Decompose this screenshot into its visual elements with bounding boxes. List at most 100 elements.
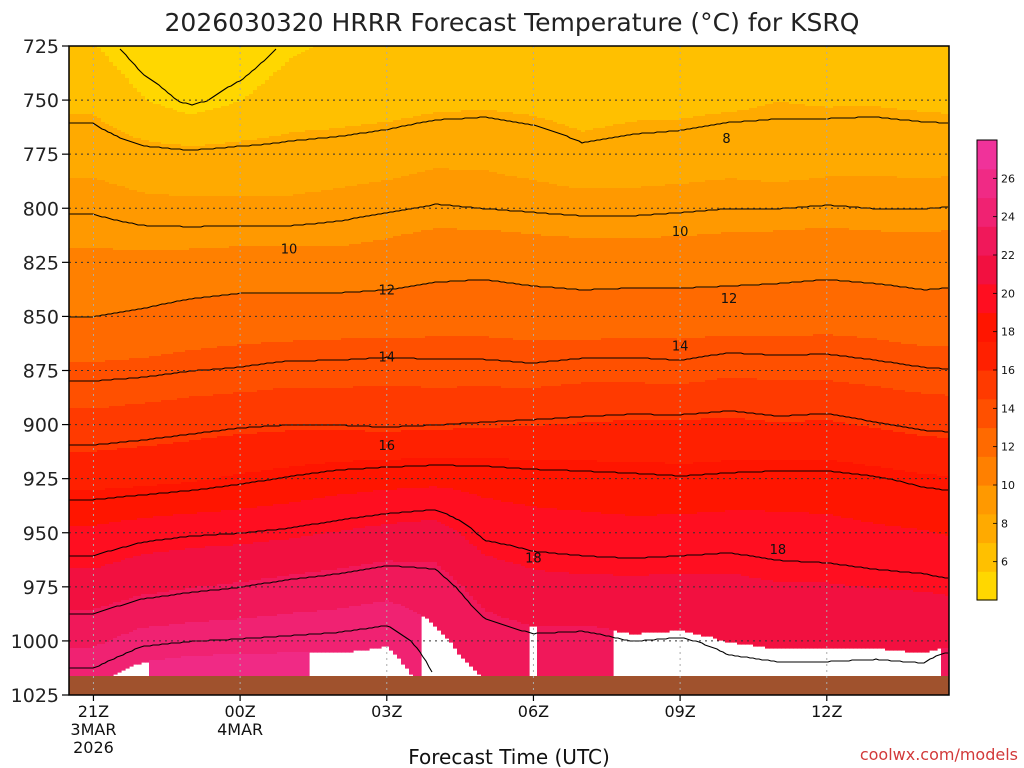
band-cell [505, 618, 510, 689]
band-cell [937, 46, 942, 113]
band-cell [945, 114, 949, 177]
band-cell [781, 380, 786, 423]
band-cell [285, 504, 290, 541]
band-cell [321, 294, 326, 341]
band-cell [381, 338, 386, 387]
band-cell [669, 464, 674, 515]
isotherm-label: 10 [672, 225, 689, 240]
band-cell [353, 566, 358, 607]
band-cell [513, 114, 518, 177]
band-cell [305, 340, 310, 389]
band-cell [917, 346, 922, 393]
band-cell [785, 102, 790, 183]
band-cell [497, 46, 502, 113]
band-cell [517, 114, 522, 179]
band-cell [917, 46, 922, 113]
band-cell [145, 446, 150, 487]
band-cell [605, 422, 610, 463]
band-cell [537, 570, 542, 627]
band-cell [709, 46, 714, 115]
band-cell [557, 236, 562, 289]
band-cell [105, 524, 110, 565]
band-cell [165, 304, 170, 355]
band-cell [397, 46, 402, 121]
band-cell [669, 338, 674, 385]
band-cell [257, 506, 262, 543]
band-cell [353, 338, 358, 387]
band-cell [197, 350, 202, 397]
band-cell [765, 380, 770, 423]
band-cell [801, 46, 806, 105]
band-cell [337, 430, 342, 463]
band-cell [173, 196, 178, 251]
band-cell [165, 516, 170, 553]
band-cell [609, 630, 614, 695]
band-cell [89, 490, 94, 527]
band-cell [945, 46, 949, 115]
band-cell [933, 112, 938, 179]
band-cell [665, 288, 670, 339]
band-cell [453, 490, 458, 531]
band-cell [373, 124, 378, 183]
band-cell [733, 178, 738, 233]
band-cell [573, 626, 578, 683]
band-cell [429, 170, 434, 231]
band-cell [885, 388, 890, 431]
band-cell [393, 236, 398, 291]
band-cell [709, 288, 714, 337]
band-cell [429, 336, 434, 389]
band-cell [909, 472, 914, 529]
band-cell [213, 248, 218, 297]
band-cell [501, 388, 506, 427]
band-cell [865, 588, 870, 649]
band-cell [465, 170, 470, 231]
band-cell [697, 288, 702, 339]
band-cell [101, 606, 106, 645]
band-cell [185, 350, 190, 399]
band-cell [537, 426, 542, 461]
band-cell [449, 430, 454, 459]
band-cell [569, 510, 574, 575]
band-cell [245, 472, 250, 509]
band-cell [457, 490, 462, 533]
band-cell [633, 382, 638, 421]
band-cell [245, 344, 250, 393]
band-cell [653, 516, 658, 575]
band-cell [517, 504, 522, 565]
band-cell [293, 388, 298, 431]
band-cell [685, 420, 690, 465]
band-cell [741, 576, 746, 645]
band-cell [101, 566, 106, 607]
band-cell [233, 544, 238, 583]
band-cell [545, 182, 550, 237]
band-cell [325, 462, 330, 497]
band-cell [149, 626, 154, 661]
band-cell [365, 564, 370, 605]
band-cell [545, 508, 550, 573]
band-cell [425, 458, 430, 489]
band-cell [289, 466, 294, 503]
band-cell [441, 570, 446, 635]
band-cell [605, 238, 610, 291]
band-cell [893, 342, 898, 391]
band-cell [405, 234, 410, 289]
band-cell [941, 288, 946, 347]
band-cell [745, 510, 750, 577]
band-cell [153, 552, 158, 595]
band-cell [513, 46, 518, 115]
band-cell [785, 380, 790, 423]
band-cell [73, 490, 78, 527]
band-cell [541, 340, 546, 387]
band-cell [449, 488, 454, 529]
band-cell [409, 562, 414, 611]
band-cell [737, 110, 742, 181]
band-cell [377, 386, 382, 433]
band-cell [221, 144, 226, 197]
band-cell [481, 428, 486, 459]
band-cell [505, 338, 510, 389]
band-cell [569, 290, 574, 341]
band-cell [693, 288, 698, 339]
band-cell [713, 180, 718, 235]
y-axis: 7257507758008258508759009259509751000102… [11, 36, 69, 707]
band-cell [69, 362, 74, 409]
